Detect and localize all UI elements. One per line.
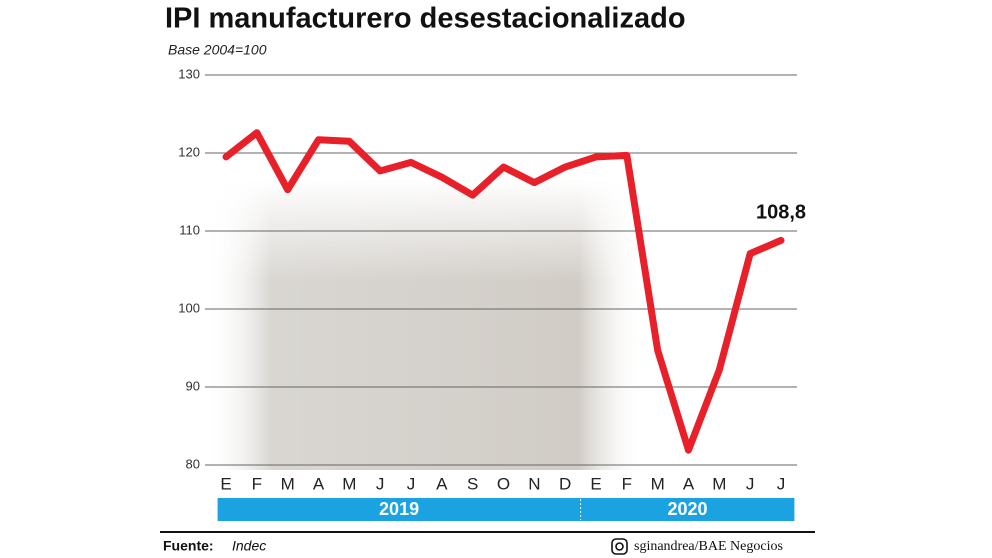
x-tick-label: J [746,474,755,493]
x-tick-label: A [436,474,448,493]
x-tick-label: E [220,474,231,493]
x-tick-label: J [376,474,385,493]
year-label: 2019 [379,499,419,519]
data-line [222,129,785,454]
x-tick-label: A [313,474,325,493]
x-tick-label: M [651,474,665,493]
x-tick-label: O [497,474,510,493]
source: Indec [232,538,266,554]
photo-fade [205,180,645,470]
x-tick-label: S [467,474,478,493]
value-label: 108,8 [756,202,806,224]
year-label: 2020 [667,499,707,519]
y-tick-label: 130 [178,66,200,81]
x-tick-label: F [252,474,262,493]
y-tick-label: 100 [178,300,200,315]
x-tick-label: E [590,474,601,493]
x-tick-label: M [281,474,295,493]
x-tick-label: D [559,474,571,493]
source-label: Fuente: [163,538,214,554]
chart-subtitle: Base 2004=100 [168,42,267,58]
x-tick-label: M [342,474,356,493]
credit: sginandrea/BAE Negocios [634,539,783,554]
y-tick-label: 90 [186,378,200,393]
chart-title: IPI manufacturero desestacionalizado [165,3,686,35]
x-tick-label: M [712,474,726,493]
instagram-icon [611,538,628,555]
x-tick-label: N [528,474,540,493]
y-tick-label: 120 [178,144,200,159]
x-tick-label: A [683,474,695,493]
year-band [217,498,795,521]
y-tick-label: 110 [179,222,200,237]
x-tick-label: J [407,474,416,493]
x-tick-label: F [622,474,632,493]
x-tick-label: J [777,474,786,493]
y-tick-label: 80 [186,456,200,471]
